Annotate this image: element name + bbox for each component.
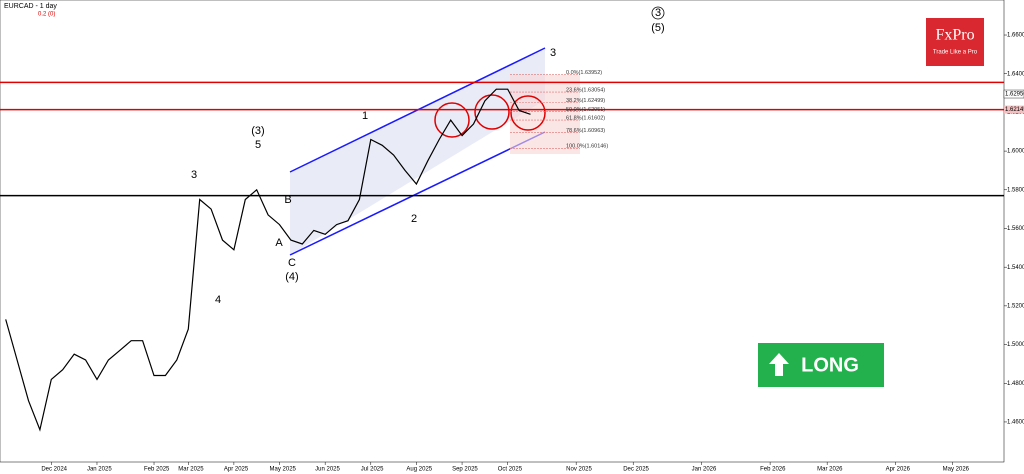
x-tick-label: Mar 2025 — [178, 467, 204, 473]
highlight-circle — [434, 102, 470, 138]
x-tick-label: Apr 2026 — [886, 467, 911, 473]
y-tick-label: 1.66000 — [1007, 33, 1024, 39]
x-tick-label: Sep 2025 — [452, 467, 478, 473]
x-tick-label: Feb 2025 — [144, 467, 170, 473]
wave-label: 3 — [191, 169, 197, 181]
highlight-circle — [510, 95, 546, 131]
x-tick-label: Jun 2025 — [315, 467, 340, 473]
y-tick-label: 1.56000 — [1007, 226, 1024, 232]
logo-box — [926, 18, 984, 66]
fib-label: 50.0%(1.62051) — [566, 107, 605, 113]
y-tick-label: 1.60000 — [1007, 149, 1024, 155]
y-tick-label: 1.54000 — [1007, 265, 1024, 271]
x-tick-label: Mar 2026 — [817, 467, 843, 473]
wave-label: 2 — [411, 213, 417, 225]
x-tick-label: Feb 2026 — [760, 467, 786, 473]
x-tick-label: Dec 2025 — [623, 467, 649, 473]
dynamic-layer: 1.46000 1.48000 1.50000 1.52000 1.54000 1.560… — [0, 6, 1024, 473]
x-tick-label: Aug 2025 — [406, 467, 432, 473]
x-tick-label: Jan 2025 — [87, 467, 112, 473]
fib-label: 38.2%(1.62499) — [566, 98, 605, 104]
level-label: 1.62145 — [1005, 107, 1024, 113]
x-tick-label: Dec 2024 — [41, 467, 67, 473]
y-tick-label: 1.64000 — [1007, 71, 1024, 77]
x-tick-label: Jul 2025 — [361, 467, 384, 473]
up-arrow — [769, 353, 789, 376]
fib-label: 100.0%(1.60146) — [566, 144, 608, 150]
wave-label: 4 — [215, 294, 221, 306]
signal-text: LONG — [801, 354, 859, 376]
price-line — [5, 88, 531, 432]
wave-circle — [651, 6, 665, 20]
x-tick-label: Oct 2025 — [498, 467, 523, 473]
x-tick-label: Apr 2025 — [224, 467, 249, 473]
logo-name: FxPro — [935, 27, 974, 44]
wave-label: B — [284, 194, 291, 206]
fib-label: 61.8%(1.61602) — [566, 116, 605, 122]
wave-label: 5 — [255, 139, 261, 151]
fib-label: 23.6%(1.63054) — [566, 87, 605, 93]
x-tick-label: May 2025 — [270, 467, 297, 473]
y-tick-label: 1.46000 — [1007, 420, 1024, 426]
x-tick-label: Nov 2025 — [566, 467, 592, 473]
chart-subtitle: 0.2 (0) — [38, 12, 55, 18]
wave-label: (5) — [651, 22, 664, 34]
logo-tagline: Trade Like a Pro — [933, 50, 978, 56]
y-tick-label: 1.48000 — [1007, 381, 1024, 387]
wave-label: C — [288, 257, 296, 269]
highlight-circle — [474, 94, 510, 130]
fib-label: 78.6%(1.60963) — [566, 128, 605, 134]
last-price-box — [1003, 89, 1024, 99]
y-tick-label: 1.50000 — [1007, 342, 1024, 348]
fib-label: 0.0%(1.63952) — [566, 70, 602, 76]
wave-label: (3) — [251, 125, 264, 137]
wave-label: A — [275, 237, 283, 249]
wave-label: (4) — [285, 271, 298, 283]
y-tick-label: 1.52000 — [1007, 303, 1024, 309]
level-label-box — [1004, 105, 1024, 114]
wave-label: 3 — [550, 47, 556, 59]
wave-label: 1 — [362, 110, 368, 122]
wave-label: 3 — [655, 7, 661, 19]
channel-line — [289, 131, 546, 256]
chart-title: EURCAD - 1 day — [4, 3, 57, 10]
x-tick-label: Jan 2026 — [692, 467, 717, 473]
y-tick-label: 1.58000 — [1007, 187, 1024, 193]
x-tick-label: May 2026 — [943, 467, 970, 473]
